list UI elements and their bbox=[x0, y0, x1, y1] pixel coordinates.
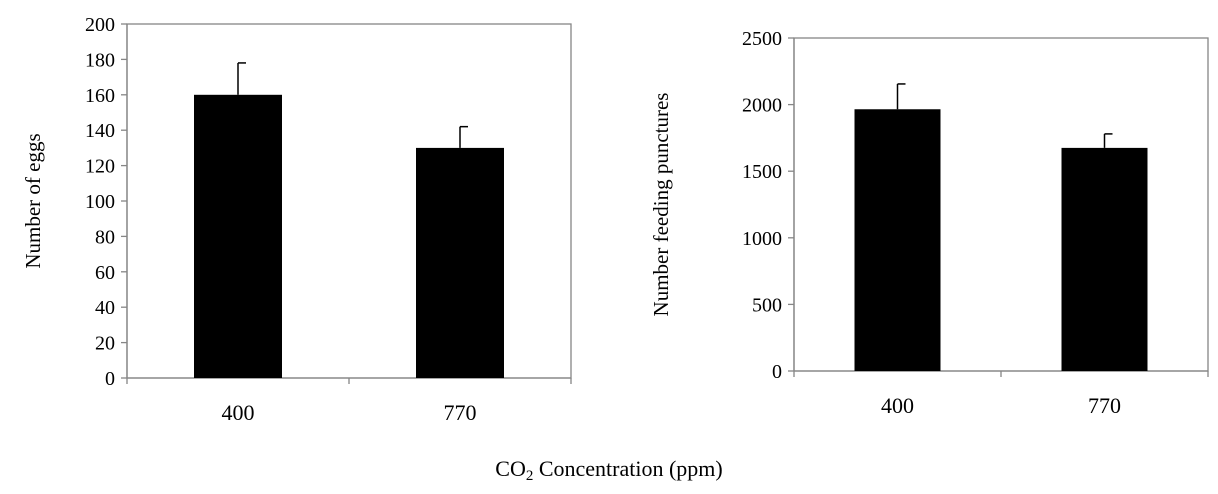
bar bbox=[854, 109, 941, 372]
y-tick-label: 1000 bbox=[742, 228, 782, 250]
bar bbox=[1061, 147, 1148, 371]
y-axis-label: Number of eggs bbox=[21, 133, 45, 268]
y-tick-label: 0 bbox=[772, 361, 782, 383]
chart-feeding-punctures: 0 500 1000 1500 2000 2500 400 770 Number feeding… bbox=[649, 28, 1209, 418]
x-tick-label: 400 bbox=[881, 393, 914, 418]
y-tick-label: 2500 bbox=[742, 28, 782, 50]
y-tick-label: 1500 bbox=[742, 161, 782, 183]
y-tick-label: 40 bbox=[95, 297, 115, 319]
y-tick-label: 2000 bbox=[742, 95, 782, 117]
y-tick-label: 200 bbox=[85, 14, 115, 36]
y-tick-label: 120 bbox=[85, 156, 115, 178]
x-axis-label-subscript: 2 bbox=[525, 468, 534, 484]
plot-area-frame bbox=[126, 23, 572, 379]
x-tick-label: 400 bbox=[222, 400, 255, 425]
x-axis-label-suffix: Concentration (ppm) bbox=[533, 456, 723, 481]
x-axis-label-prefix: CO bbox=[495, 456, 526, 481]
y-tick-label: 140 bbox=[85, 120, 115, 142]
y-tick-label: 80 bbox=[95, 226, 115, 248]
y-axis-label: Number feeding punctures bbox=[649, 93, 673, 317]
bar bbox=[194, 94, 282, 379]
y-tick-label: 20 bbox=[95, 333, 115, 355]
y-tick-label: 100 bbox=[85, 191, 115, 213]
y-tick-label: 0 bbox=[105, 368, 115, 390]
chart-eggs: 0 20 40 60 80 100 120 140 160 180 200 400 770 Number … bbox=[21, 14, 572, 425]
y-tick-label: 160 bbox=[85, 85, 115, 107]
y-tick-label: 500 bbox=[752, 294, 782, 316]
x-axis-label-shared: CO2 Concentration (ppm) bbox=[0, 456, 1218, 485]
y-tick-label: 180 bbox=[85, 49, 115, 71]
x-tick-label: 770 bbox=[1088, 393, 1121, 418]
y-tick-label: 60 bbox=[95, 262, 115, 284]
bar bbox=[416, 147, 504, 378]
x-tick-label: 770 bbox=[444, 400, 477, 425]
